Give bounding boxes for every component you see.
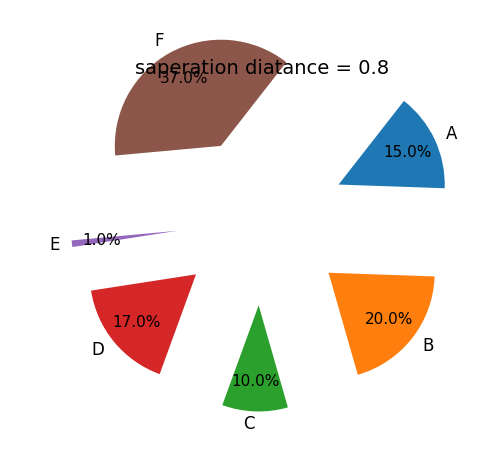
Title: saperation diatance = 0.8: saperation diatance = 0.8 xyxy=(134,59,388,78)
Text: F: F xyxy=(154,32,164,50)
Text: 10.0%: 10.0% xyxy=(232,374,280,389)
Wedge shape xyxy=(115,40,286,155)
Text: E: E xyxy=(49,236,59,254)
Wedge shape xyxy=(72,231,178,247)
Wedge shape xyxy=(222,305,288,411)
Wedge shape xyxy=(328,273,434,375)
Text: A: A xyxy=(446,125,458,143)
Text: 37.0%: 37.0% xyxy=(160,71,208,86)
Text: D: D xyxy=(91,341,104,359)
Text: C: C xyxy=(243,415,254,433)
Text: B: B xyxy=(422,337,434,355)
Text: 15.0%: 15.0% xyxy=(384,145,432,160)
Text: 17.0%: 17.0% xyxy=(112,315,161,331)
Wedge shape xyxy=(91,275,196,374)
Text: 1.0%: 1.0% xyxy=(82,233,121,247)
Text: 20.0%: 20.0% xyxy=(364,312,413,327)
Wedge shape xyxy=(338,101,444,188)
